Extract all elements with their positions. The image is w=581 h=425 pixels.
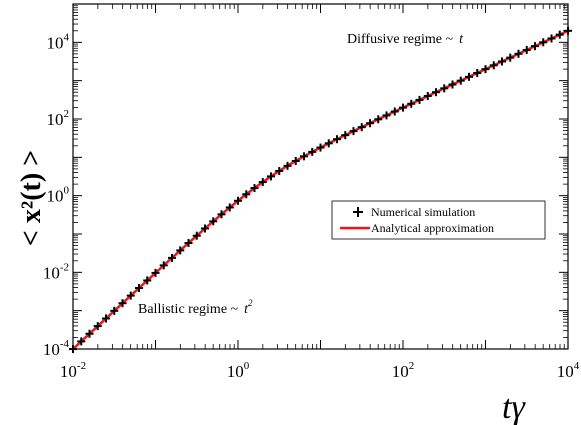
numerical-simulation-point [77, 337, 86, 346]
diffusive-annotation-text: Diffusive regime ~ [347, 32, 453, 47]
legend-label-analytical: Analytical approximation [371, 221, 494, 235]
numerical-simulation-point [258, 178, 267, 187]
y-axis: 10-4 10-2 100 102 104 [43, 3, 568, 359]
numerical-simulation-point [201, 224, 209, 233]
numerical-simulation-point [225, 203, 234, 212]
numerical-simulation-point [555, 30, 564, 39]
numerical-simulation-point [118, 299, 127, 308]
numerical-simulation-point [456, 76, 465, 85]
y-tick-label: 102 [47, 108, 70, 129]
ballistic-annotation-sup: 2 [248, 298, 253, 308]
numerical-simulation-point [415, 95, 424, 104]
numerical-simulation-point [69, 345, 77, 354]
numerical-simulation-point [522, 45, 531, 54]
y-tick-label: 10-2 [43, 261, 69, 282]
numerical-simulation-point [93, 322, 102, 331]
numerical-simulation-point [324, 139, 333, 148]
plot-area [72, 3, 569, 350]
legend-label-numerical: Numerical simulation [371, 205, 475, 219]
numerical-simulation-point [308, 147, 317, 156]
y-tick-label: 10-4 [43, 338, 70, 359]
numerical-simulation-point [465, 72, 473, 81]
numerical-simulation-point [143, 276, 152, 285]
legend-box [331, 200, 546, 240]
numerical-simulation-point [209, 217, 218, 226]
numerical-simulation-point [366, 119, 374, 128]
numerical-simulation-point [489, 61, 498, 70]
numerical-simulation-point [341, 131, 350, 140]
x-tick-label: 100 [227, 360, 250, 381]
numerical-simulation-point [250, 184, 259, 193]
numerical-simulation-point [234, 196, 242, 205]
y-axis-title: < x²(t) > [16, 150, 47, 246]
numerical-simulation-point [110, 306, 119, 315]
numerical-simulation-point [382, 111, 391, 120]
numerical-simulation-point [390, 107, 399, 116]
numerical-simulation-point [498, 57, 506, 66]
x-tick-label: 102 [392, 360, 415, 381]
diffusive-annotation-var: t [459, 32, 464, 47]
y-tick-label: 100 [47, 185, 70, 206]
numerical-simulation-point [506, 53, 515, 62]
numerical-simulation-point [217, 210, 226, 219]
numerical-simulation-point [407, 99, 416, 108]
numerical-simulation-point [176, 246, 185, 255]
ballistic-annotation-var: t [244, 302, 249, 317]
numerical-simulation-point [473, 68, 482, 77]
numerical-simulation-point [291, 156, 300, 165]
numerical-simulation-point [564, 26, 572, 35]
numerical-simulation-point [168, 253, 176, 262]
numerical-simulation-point [192, 231, 201, 240]
series-layer [69, 26, 572, 354]
numerical-simulation-point [539, 38, 548, 47]
ballistic-annotation: Ballistic regime ~ t2 [138, 298, 253, 317]
numerical-simulation-point [159, 261, 168, 270]
numerical-simulation-point [423, 92, 432, 101]
numerical-simulation-point [432, 88, 440, 97]
numerical-simulation-point [448, 80, 457, 89]
numerical-simulation-point [242, 190, 251, 199]
x-axis: 10-2 100 102 104 [60, 4, 580, 381]
numerical-simulation-point [151, 268, 160, 277]
numerical-simulation-point [275, 166, 284, 175]
numerical-simulation-point [399, 103, 407, 112]
numerical-simulation-point [374, 115, 383, 124]
x-axis-title: tγ [502, 389, 526, 425]
numerical-simulation-point [333, 135, 341, 144]
numerical-simulation-point [135, 284, 143, 293]
numerical-simulation-point [440, 84, 449, 93]
diffusive-annotation: Diffusive regime ~ t [347, 32, 464, 47]
numerical-simulation-point [531, 42, 539, 51]
numerical-simulation-point [267, 172, 275, 181]
numerical-simulation-point [126, 291, 135, 300]
numerical-simulation-point [102, 314, 110, 323]
numerical-simulation-point [283, 161, 292, 170]
numerical-simulation-point [349, 127, 358, 136]
numerical-simulation-point [357, 123, 366, 132]
ballistic-annotation-text: Ballistic regime ~ [138, 302, 239, 317]
legend-marker-plus [353, 207, 363, 217]
legend: Numerical simulation Analytical approxim… [331, 200, 546, 240]
numerical-simulation-point [514, 49, 523, 58]
numerical-simulation-point [184, 239, 193, 248]
numerical-simulation-point [316, 143, 325, 152]
numerical-simulation-point [300, 152, 308, 161]
plot-frame [72, 3, 569, 350]
numerical-simulation-point [547, 34, 556, 43]
x-tick-label: 10-2 [60, 360, 86, 381]
y-tick-label: 104 [47, 31, 70, 52]
x-tick-label: 104 [557, 360, 580, 381]
numerical-simulation-point [85, 329, 94, 338]
numerical-simulation-point [481, 65, 490, 74]
